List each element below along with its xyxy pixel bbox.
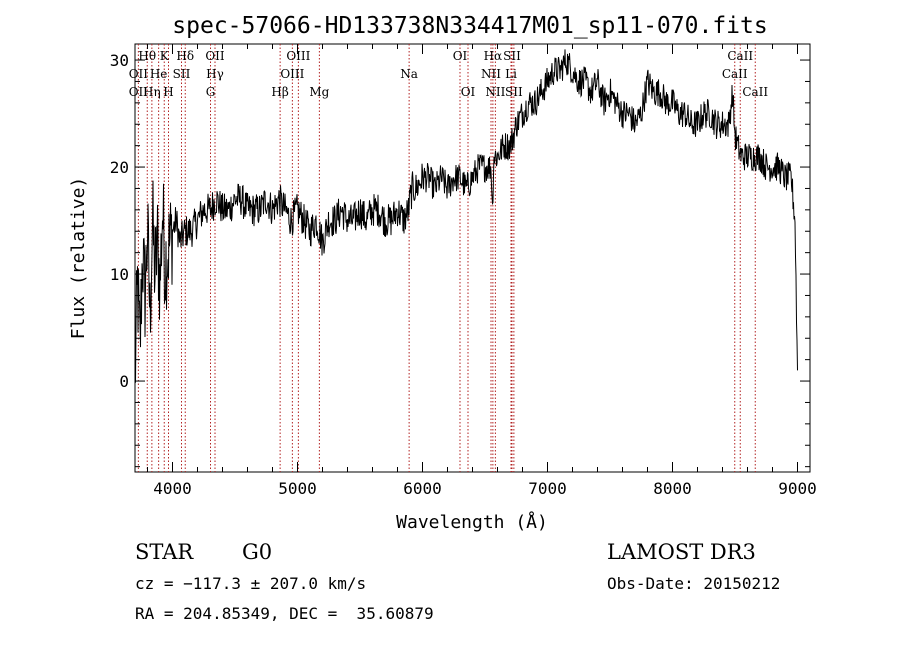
spectral-line-label: G <box>206 85 216 99</box>
spectral-line-label: K <box>160 49 170 63</box>
spectral-line-label: NII <box>481 67 501 81</box>
y-axis-label: Flux (relative) <box>68 177 89 340</box>
spectral-line-label: H <box>163 85 173 99</box>
y-tick-label: 30 <box>110 51 129 70</box>
spectral-line-label: Hδ <box>176 49 194 63</box>
x-axis-label: Wavelength (Å) <box>396 511 548 533</box>
spectral-line-label: CaII <box>722 67 748 81</box>
spectral-line-label: OII <box>129 85 149 99</box>
y-tick-label: 10 <box>110 265 129 284</box>
y-tick-label: 20 <box>110 158 129 177</box>
x-tick-label: 5000 <box>278 479 317 498</box>
coordinates: RA = 204.85349, DEC = 35.60879 <box>135 604 434 623</box>
spectral-line-label: SII <box>505 85 523 99</box>
spectral-line-label: OIII <box>286 49 310 63</box>
x-tick-label: 7000 <box>528 479 567 498</box>
spectral-line-label: Li <box>505 67 517 81</box>
spectral-line-label: Hθ <box>138 49 156 63</box>
spectral-line-label: OII <box>129 67 149 81</box>
spectral-line-label: CaII <box>742 85 768 99</box>
spectral-line-label: CaII <box>727 49 753 63</box>
object-subclass: G0 <box>242 540 273 564</box>
spectral-line-label: Mg <box>309 85 329 99</box>
spectral-line-label: OII <box>205 49 225 63</box>
x-tick-label: 6000 <box>403 479 442 498</box>
spectral-line-label: Hα <box>484 49 503 63</box>
x-tick-label: 8000 <box>653 479 692 498</box>
spectral-line-label: He <box>150 67 168 81</box>
redshift-value: cz = −117.3 ± 207.0 km/s <box>135 574 367 593</box>
spectrum-line <box>134 49 798 383</box>
spectral-line-label: Hη <box>143 85 161 99</box>
observation-date: Obs-Date: 20150212 <box>607 574 781 593</box>
survey-name: LAMOST DR3 <box>607 540 756 564</box>
spectral-line-label: OI <box>453 49 468 63</box>
axes: 4000 5000 6000 7000 8000 9000 0 10 20 30 <box>110 44 817 498</box>
x-tick-label: 4000 <box>153 479 192 498</box>
spectral-line-label: Na <box>400 67 418 81</box>
spectrum-series <box>134 49 798 383</box>
object-type: STAR <box>135 540 194 564</box>
spectral-line-label: NII <box>485 85 505 99</box>
spectral-line-label: OI <box>461 85 476 99</box>
y-tick-label: 0 <box>119 372 129 391</box>
spectral-line-markers <box>137 44 756 472</box>
spectral-line-label: Hγ <box>206 67 224 81</box>
x-tick-label: 9000 <box>778 479 817 498</box>
spectral-line-label: SII <box>503 49 521 63</box>
spectral-line-label: SII <box>173 67 191 81</box>
spectral-line-label: OIII <box>280 67 304 81</box>
spectral-line-label: Hβ <box>271 85 288 99</box>
chart-title: spec-57066-HD133738N334417M01_sp11-070.f… <box>172 13 767 39</box>
